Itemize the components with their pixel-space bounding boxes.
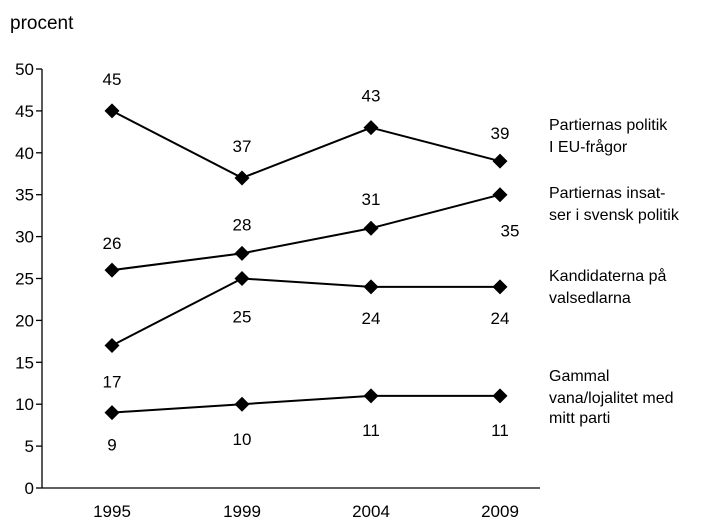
data-label: 28 [233, 215, 252, 234]
y-tick-label: 50 [15, 60, 34, 79]
data-point-marker [234, 396, 250, 412]
data-label: 35 [501, 222, 520, 241]
series-line [111, 277, 500, 347]
data-point-marker [363, 388, 379, 404]
y-tick-label: 35 [15, 186, 34, 205]
data-point-marker [104, 405, 120, 421]
series-label: Partiernas politik I EU-frågor [549, 117, 668, 156]
data-label: 37 [233, 137, 252, 156]
data-label: 26 [103, 234, 122, 253]
data-point-marker [492, 153, 508, 169]
series-line [111, 110, 501, 180]
series-label-line: valsedlarna [549, 290, 631, 307]
data-point-marker [363, 220, 379, 236]
series-label-line: ser i svensk politik [549, 207, 680, 224]
data-point-marker [234, 170, 250, 186]
y-tick-label: 25 [15, 270, 34, 289]
series-label-line: Gammal [549, 368, 609, 385]
data-label: 43 [362, 87, 381, 106]
y-tick-label: 15 [15, 353, 34, 372]
x-tick-label: 2004 [352, 502, 390, 521]
series-label: Kandidaterna på valsedlarna [549, 267, 667, 307]
x-tick-label: 1999 [223, 502, 261, 521]
y-tick-label: 45 [15, 102, 34, 121]
data-label: 45 [103, 70, 122, 89]
y-tick-label: 10 [15, 395, 34, 414]
data-point-marker [234, 271, 250, 286]
y-tick-label: 40 [15, 144, 34, 163]
data-label: 10 [233, 430, 252, 449]
y-tick-label: 5 [25, 437, 34, 456]
y-tick-label: 20 [15, 311, 34, 330]
data-point-marker [104, 338, 120, 354]
series-label-line: Kandidaterna på [549, 267, 667, 285]
data-label: 9 [107, 436, 116, 455]
series-label-line: mitt parti [549, 410, 610, 427]
series-label: Partiernas insat-ser i svensk politik [549, 185, 680, 224]
data-label: 25 [233, 308, 252, 327]
data-point-marker [363, 120, 379, 136]
series-label-line: Partiernas insat- [549, 185, 666, 202]
x-tick-label: 2009 [481, 502, 519, 521]
series-label-line: Partiernas politik [549, 117, 668, 134]
data-label: 17 [103, 373, 122, 392]
data-label: 24 [362, 309, 381, 328]
series-label-line: I EU-frågor [549, 138, 628, 156]
data-label: 11 [491, 421, 509, 440]
series-markers [104, 103, 508, 421]
data-point-marker [363, 279, 379, 295]
data-point-marker [492, 388, 508, 404]
series-line [111, 394, 500, 414]
data-label: 11 [362, 421, 380, 440]
x-tick-label: 1995 [93, 502, 131, 521]
series-lines [111, 110, 501, 414]
data-point-marker [492, 187, 508, 203]
data-point-marker [492, 279, 508, 295]
y-tick-label: 30 [15, 228, 34, 247]
y-axis-unit-label: procent [10, 13, 74, 34]
data-point-marker [104, 103, 120, 119]
series-line [111, 193, 501, 272]
data-label: 31 [362, 190, 381, 209]
series-label: Gammal vana/lojalitet med mitt parti [549, 368, 674, 427]
data-labels: 45 37 43 39 26 28 31 35 17 25 24 24 9 10 11 11 [103, 70, 520, 455]
data-label: 39 [491, 124, 510, 143]
series-label-line: vana/lojalitet med [549, 390, 674, 407]
data-point-marker [234, 245, 250, 261]
y-tick-label: 0 [25, 479, 34, 498]
axes: 0 5 10 15 20 25 30 35 40 45 50 1995 1999 2004 2009 [15, 60, 540, 521]
data-point-marker [104, 262, 120, 278]
data-label: 24 [491, 309, 510, 328]
